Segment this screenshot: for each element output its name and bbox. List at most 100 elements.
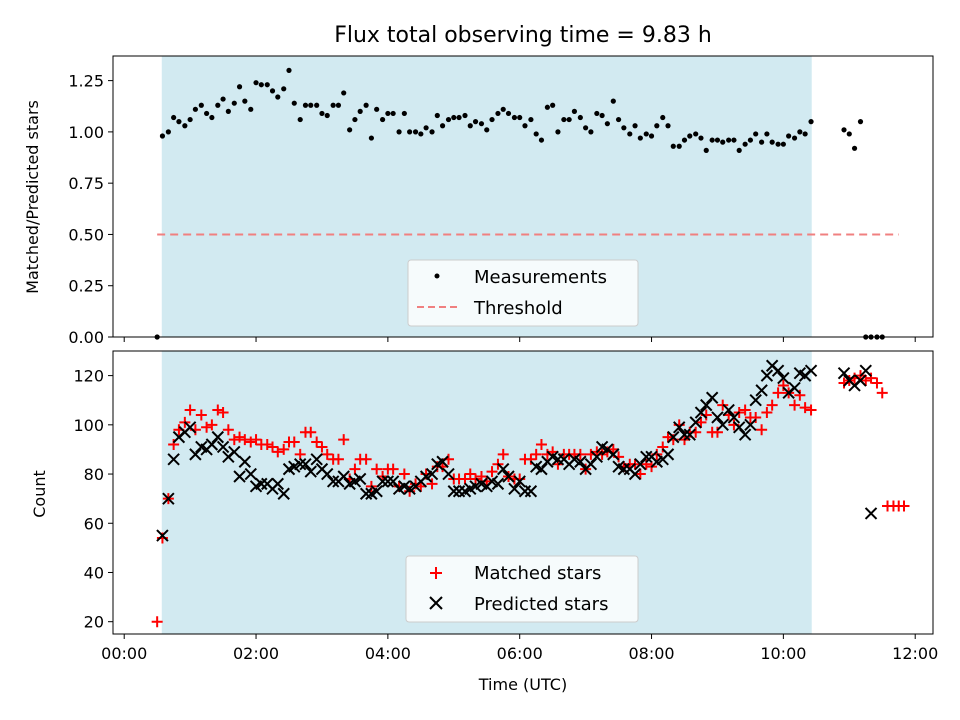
y-tick-label: 0.50: [68, 225, 104, 244]
x-tick-label: 06:00: [497, 644, 543, 663]
predicted-star-point: [271, 477, 284, 491]
measurement-point: [517, 114, 523, 121]
measurement-point: [846, 131, 852, 137]
predicted-star-point: [661, 448, 675, 461]
measurement-point: [736, 147, 742, 153]
measurement-point: [621, 125, 627, 131]
matched-star-point: [497, 448, 509, 460]
measurement-point: [418, 131, 424, 137]
matched-star-point: [789, 399, 801, 411]
matched-star-point: [426, 478, 438, 490]
measurement-point: [264, 82, 270, 88]
measurement-point: [791, 135, 798, 141]
measurement-point: [610, 98, 616, 104]
measurement-point: [561, 116, 567, 123]
measurement-point: [215, 102, 221, 108]
predicted-star-point: [771, 364, 785, 377]
y-tick-label: 60: [84, 514, 104, 533]
matched-star-point: [805, 404, 817, 416]
measurement-point: [286, 67, 292, 73]
matched-star-point: [305, 426, 317, 438]
measurement-point: [698, 135, 704, 141]
measurement-point: [660, 114, 666, 121]
measurement-point: [275, 94, 281, 100]
predicted-star-point: [425, 467, 439, 481]
matched-star-point: [151, 616, 163, 628]
measurement-point: [632, 123, 638, 129]
matched-star-point: [222, 424, 234, 436]
predicted-star-point: [584, 457, 598, 471]
measurement-point: [808, 119, 814, 125]
measurement-point: [368, 135, 374, 141]
predicted-star-point: [183, 421, 197, 434]
matched-star-point: [876, 387, 888, 399]
matched-star-point: [278, 443, 290, 455]
matched-star-point: [766, 399, 778, 411]
x-tick-label: 10:00: [760, 644, 806, 663]
measurement-point: [720, 139, 726, 145]
matched-star-point: [316, 441, 328, 453]
predicted-star-point: [211, 430, 225, 444]
predicted-star-point: [513, 475, 526, 488]
matched-star-point: [349, 463, 361, 475]
ratio-y-axis-label: Matched/Predicted stars: [23, 100, 42, 294]
measurement-point: [456, 114, 462, 121]
predicted-star-point: [370, 485, 383, 498]
measurement-point: [330, 102, 336, 108]
measurement-point: [802, 131, 808, 137]
measurement-point: [533, 131, 539, 137]
matched-star-point: [898, 500, 910, 512]
y-tick-label: 120: [73, 367, 104, 386]
predicted-star-point: [837, 366, 851, 380]
measurement-point: [258, 82, 264, 88]
matched-star-point: [294, 448, 306, 460]
measurement-point: [423, 125, 429, 131]
measurement-point: [764, 131, 770, 137]
matched-star-point: [387, 463, 399, 475]
measurement-point: [220, 96, 226, 102]
predicted-star-point: [574, 455, 587, 468]
predicted-star-point: [732, 421, 746, 434]
measurement-point: [714, 137, 721, 143]
predicted-star-point: [162, 492, 175, 505]
matched-star-point: [871, 377, 883, 389]
chart-title: Flux total observing time = 9.83 h: [334, 23, 712, 48]
measurement-point: [709, 137, 715, 143]
count-panel: 20 40 60 80 100 120 00:00 02:00 04:00 06:00 08:00…: [30, 350, 938, 694]
ratio-panel-frame: [112, 55, 934, 338]
matched-star-point: [245, 436, 257, 448]
matched-star-point: [860, 375, 872, 387]
measurement-point: [225, 108, 231, 114]
measurement-point: [472, 119, 479, 125]
measurement-point: [302, 102, 309, 108]
measurement-point: [583, 125, 589, 131]
predicted-star-point: [156, 529, 169, 542]
measurement-point: [291, 100, 297, 106]
predicted-star-point: [634, 457, 647, 471]
matched-star-point: [794, 389, 806, 401]
predicted-star-point: [442, 467, 455, 481]
predicted-star-point: [716, 418, 729, 432]
matched-star-point: [799, 402, 811, 414]
measurement-point: [314, 102, 320, 108]
measurement-point: [176, 119, 182, 125]
y-tick-label: 0.25: [68, 277, 104, 296]
measurement-point: [786, 133, 792, 139]
predicted-star-point: [277, 487, 290, 500]
measurement-point: [550, 102, 556, 108]
count-legend: Matched stars Predicted stars: [405, 555, 639, 623]
legend-marker-matched-stars: [430, 567, 442, 579]
measurement-point: [445, 116, 452, 123]
ratio-panel: 0.00 0.25 0.50 0.75 1.00 1.25 Matched/Predict…: [23, 55, 934, 347]
predicted-star-point: [321, 467, 334, 481]
measurement-point: [797, 129, 803, 135]
predicted-star-point: [673, 421, 686, 434]
measurement-point: [742, 141, 748, 147]
predicted-star-point: [238, 455, 252, 468]
measurement-point: [654, 123, 660, 129]
predicted-star-point: [228, 445, 241, 459]
predicted-star-point: [447, 485, 460, 498]
predicted-star-point: [376, 475, 389, 488]
measurement-point: [841, 127, 847, 133]
